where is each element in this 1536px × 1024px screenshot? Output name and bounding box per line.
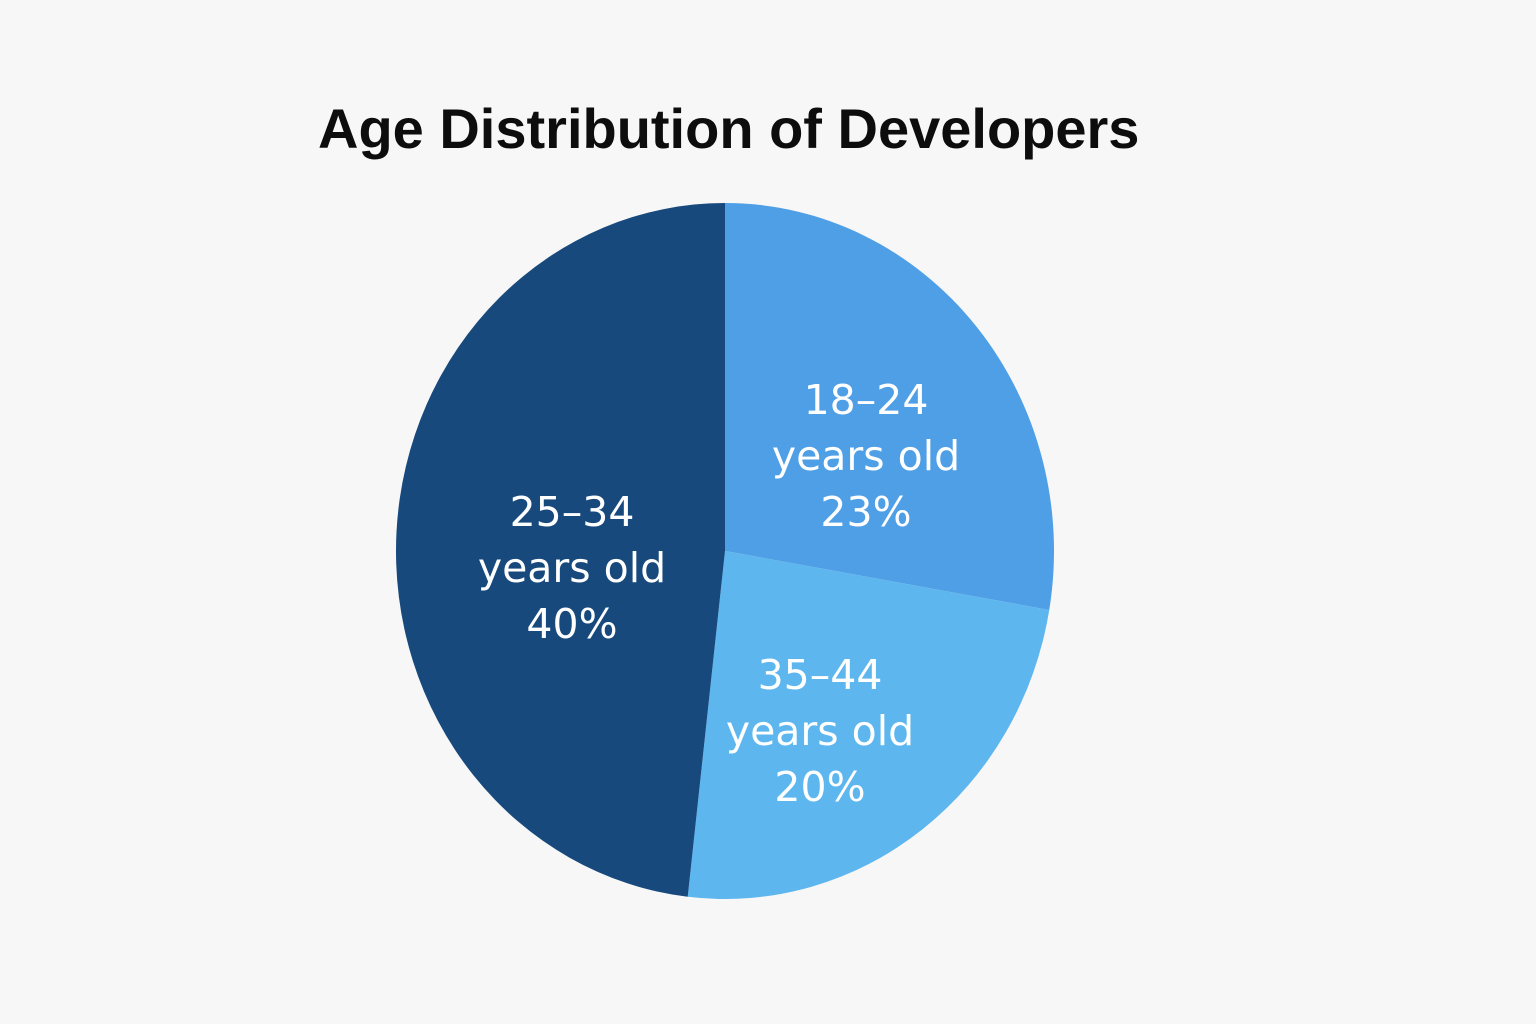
slice-range-label: 25–34: [510, 488, 635, 536]
slice-unit-label: years old: [478, 544, 666, 592]
pie-slice-35-44: [687, 551, 1050, 899]
pie-slice-18-24: [725, 203, 1054, 610]
slice-label: 25–34 years old 40%: [478, 488, 666, 648]
slice-range-label: 18–24: [804, 376, 929, 424]
slice-range-label: 35–44: [758, 651, 883, 699]
slice-label: 35–44 years old 20%: [726, 651, 914, 811]
slice-value-label: 20%: [774, 763, 865, 811]
slice-unit-label: years old: [772, 432, 960, 480]
pie-slices: [395, 203, 1054, 899]
chart-title: Age Distribution of Developers: [318, 97, 1139, 160]
pie-slice-25-34: [395, 203, 725, 897]
pie-labels: 18–24 years old 23% 35–44 years old 20% 25–34 y…: [478, 376, 960, 811]
slice-value-label: 23%: [820, 488, 911, 536]
slice-unit-label: years old: [726, 707, 914, 755]
slice-label: 18–24 years old 23%: [772, 376, 960, 536]
slice-value-label: 40%: [526, 600, 617, 648]
